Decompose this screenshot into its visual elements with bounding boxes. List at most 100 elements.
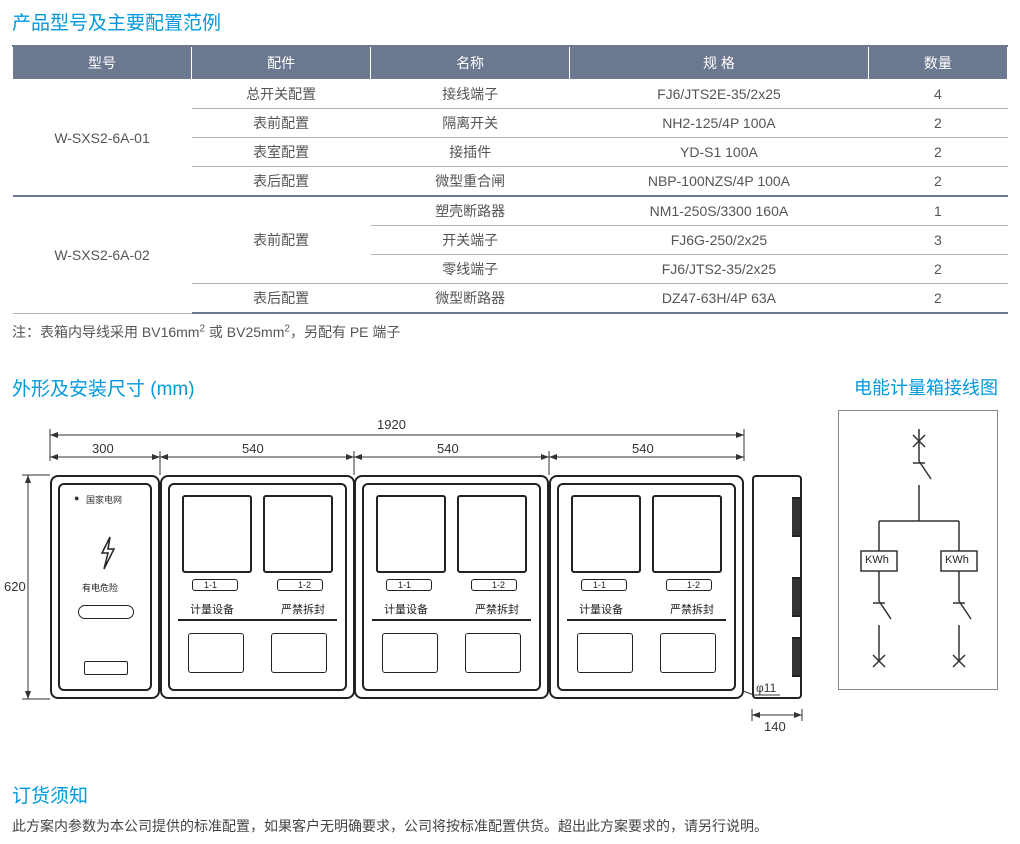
sub-label-a: 1-1 bbox=[204, 580, 217, 590]
breaker-window bbox=[271, 633, 327, 673]
meter-panel-3: 1-1 1-2 计量设备 严禁拆封 bbox=[549, 475, 744, 699]
note-suffix: ，另配有 PE 端子 bbox=[290, 324, 400, 340]
panel-divider bbox=[567, 619, 726, 621]
sub-label-a: 1-1 bbox=[398, 580, 411, 590]
meter-window bbox=[652, 495, 722, 573]
cell-name: 隔离开关 bbox=[371, 109, 570, 138]
kwh-text-1: KWh bbox=[865, 554, 889, 566]
cell-name: 零线端子 bbox=[371, 255, 570, 284]
table-row: W-SXS2-6A-01 总开关配置 接线端子 FJ6/JTS2E-35/2x2… bbox=[13, 80, 1008, 109]
panel-label-right: 严禁拆封 bbox=[670, 601, 714, 617]
dimension-diagram: 1920 300 540 540 540 620 φ11 140 ● 国家电网 … bbox=[12, 411, 820, 741]
table-note: 注：表箱内导线采用 BV16mm2 或 BV25mm2，另配有 PE 端子 bbox=[12, 322, 1008, 342]
panel-label-right: 严禁拆封 bbox=[475, 601, 519, 617]
th-model: 型号 bbox=[13, 46, 192, 80]
cell-name: 接线端子 bbox=[371, 80, 570, 109]
grid-logo-icon: ● bbox=[74, 493, 79, 503]
warn-text: 有电危险 bbox=[82, 581, 118, 594]
spec-table: 型号 配件 名称 规 格 数量 W-SXS2-6A-01 总开关配置 接线端子 … bbox=[12, 45, 1008, 314]
th-qty: 数量 bbox=[868, 46, 1007, 80]
meter-panel-1: 1-1 1-2 计量设备 严禁拆封 bbox=[160, 475, 355, 699]
meter-window bbox=[457, 495, 527, 573]
cell-qty: 2 bbox=[868, 255, 1007, 284]
meter-panel-2: 1-1 1-2 计量设备 严禁拆封 bbox=[354, 475, 549, 699]
left-panel: ● 国家电网 有电危险 bbox=[50, 475, 160, 699]
meter-window bbox=[571, 495, 641, 573]
kwh-text-2: KWh bbox=[945, 554, 969, 566]
cell-name: 微型断路器 bbox=[371, 284, 570, 314]
side-profile bbox=[752, 475, 802, 699]
cell-cfg: 表室配置 bbox=[192, 138, 371, 167]
table-header-row: 型号 配件 名称 规 格 数量 bbox=[13, 46, 1008, 80]
nameplate-decor bbox=[84, 661, 128, 675]
section2-title: 外形及安装尺寸 (mm) bbox=[12, 374, 820, 401]
panel-label-right: 严禁拆封 bbox=[281, 601, 325, 617]
panel-divider bbox=[178, 619, 337, 621]
side-hinge bbox=[792, 637, 802, 677]
cell-qty: 4 bbox=[868, 80, 1007, 109]
sub-label-b: 1-2 bbox=[492, 580, 505, 590]
panel-label-left: 计量设备 bbox=[579, 601, 623, 617]
breaker-window bbox=[465, 633, 521, 673]
cell-qty: 1 bbox=[868, 196, 1007, 226]
order-text: 此方案内参数为本公司提供的标准配置，如果客户无明确要求，公司将按标准配置供货。超… bbox=[12, 816, 1008, 836]
table-body: W-SXS2-6A-01 总开关配置 接线端子 FJ6/JTS2E-35/2x2… bbox=[13, 80, 1008, 314]
section3-title: 电能计量箱接线图 bbox=[838, 374, 998, 400]
cell-name: 开关端子 bbox=[371, 226, 570, 255]
dim-140: 140 bbox=[764, 719, 786, 734]
wiring-diagram: KWh KWh bbox=[838, 410, 998, 690]
cell-qty: 2 bbox=[868, 167, 1007, 197]
th-name: 名称 bbox=[371, 46, 570, 80]
breaker-window bbox=[660, 633, 716, 673]
breaker-window bbox=[577, 633, 633, 673]
breaker-window bbox=[382, 633, 438, 673]
order-title: 订货须知 bbox=[12, 781, 1008, 808]
meter-window bbox=[263, 495, 333, 573]
cell-model: W-SXS2-6A-02 bbox=[13, 196, 192, 313]
cell-name: 塑壳断路器 bbox=[371, 196, 570, 226]
sub-label-b: 1-2 bbox=[298, 580, 311, 590]
cell-name: 微型重合闸 bbox=[371, 167, 570, 197]
th-config: 配件 bbox=[192, 46, 371, 80]
cell-spec: FJ6G-250/2x25 bbox=[570, 226, 869, 255]
breaker-window bbox=[188, 633, 244, 673]
cell-spec: FJ6/JTS2E-35/2x25 bbox=[570, 80, 869, 109]
panel-label-left: 计量设备 bbox=[190, 601, 234, 617]
table-row: W-SXS2-6A-02 表前配置 塑壳断路器 NM1-250S/3300 16… bbox=[13, 196, 1008, 226]
cell-qty: 2 bbox=[868, 284, 1007, 314]
dim-540c: 540 bbox=[632, 441, 654, 456]
cell-cfg: 表前配置 bbox=[192, 109, 371, 138]
cell-cfg: 表后配置 bbox=[192, 167, 371, 197]
cell-qty: 3 bbox=[868, 226, 1007, 255]
note-prefix: 注：表箱内导线采用 BV16mm bbox=[12, 324, 199, 340]
dim-540b: 540 bbox=[437, 441, 459, 456]
cell-spec: FJ6/JTS2-35/2x25 bbox=[570, 255, 869, 284]
cell-cfg: 总开关配置 bbox=[192, 80, 371, 109]
side-hinge bbox=[792, 577, 802, 617]
cell-qty: 2 bbox=[868, 109, 1007, 138]
dim-total: 1920 bbox=[377, 417, 406, 432]
dim-620: 620 bbox=[4, 579, 26, 594]
oval-decor bbox=[78, 605, 134, 619]
sub-label-b: 1-2 bbox=[687, 580, 700, 590]
cell-cfg: 表后配置 bbox=[192, 284, 371, 314]
wiring-svg bbox=[839, 411, 999, 691]
cell-spec: NM1-250S/3300 160A bbox=[570, 196, 869, 226]
meter-window bbox=[182, 495, 252, 573]
cell-name: 接插件 bbox=[371, 138, 570, 167]
sub-label-a: 1-1 bbox=[593, 580, 606, 590]
cell-spec: NH2-125/4P 100A bbox=[570, 109, 869, 138]
panel-divider bbox=[372, 619, 531, 621]
lightning-icon bbox=[96, 535, 120, 577]
cell-model: W-SXS2-6A-01 bbox=[13, 80, 192, 197]
cell-spec: NBP-100NZS/4P 100A bbox=[570, 167, 869, 197]
cell-qty: 2 bbox=[868, 138, 1007, 167]
grid-logo-text: 国家电网 bbox=[86, 493, 122, 506]
dim-300: 300 bbox=[92, 441, 114, 456]
th-spec: 规 格 bbox=[570, 46, 869, 80]
cell-spec: YD-S1 100A bbox=[570, 138, 869, 167]
dim-540a: 540 bbox=[242, 441, 264, 456]
section1-title: 产品型号及主要配置范例 bbox=[12, 8, 1008, 35]
side-hinge bbox=[792, 497, 802, 537]
note-mid: 或 BV25mm bbox=[205, 324, 284, 340]
